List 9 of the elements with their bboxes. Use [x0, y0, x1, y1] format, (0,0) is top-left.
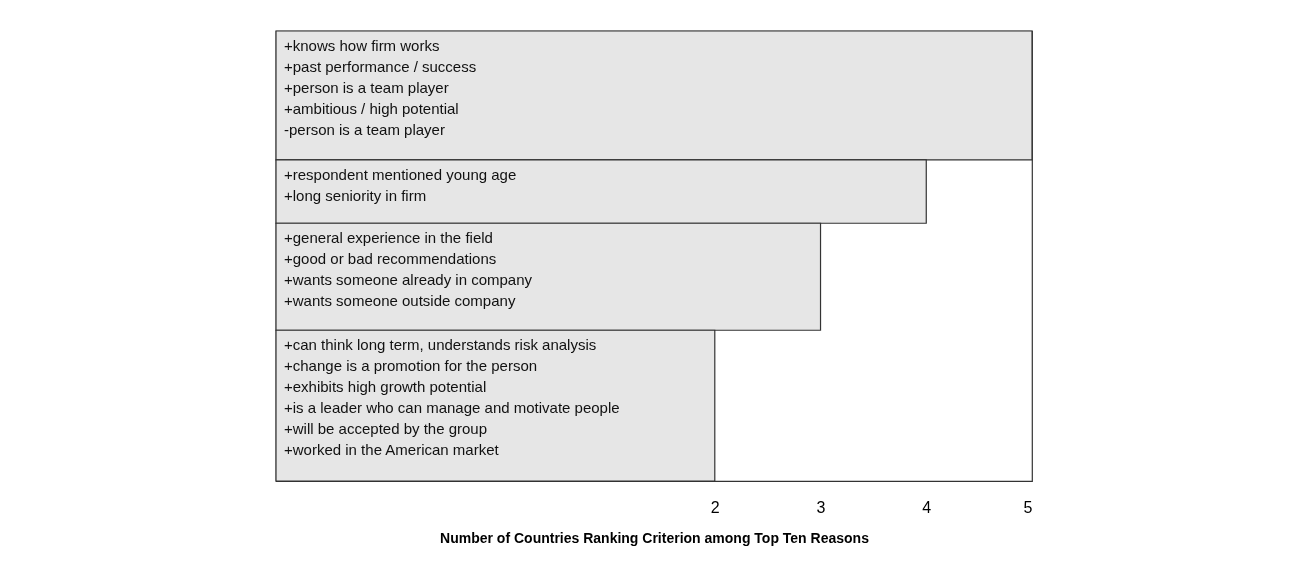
x-tick-label: 4	[922, 498, 932, 516]
y-tick-label: +can think long term, understands risk analysis +change is a promotion for the person +exhibits high growth potential +is a leader who can manage and motivate people +will be accepted by the group +worked in the American market	[284, 335, 620, 458]
x-tick-label: 5	[1023, 498, 1033, 516]
y-tick-label: +general experience in the field +good or bad recommendations +wants someone already in company +wants someone outside company	[284, 228, 533, 309]
y-tick-label: +respondent mentioned young age +long seniority in firm	[284, 165, 517, 204]
x-axis-title: Number of Countries Ranking Criterion among Top Ten Reasons	[440, 529, 870, 546]
x-tick-label: 2	[710, 498, 720, 516]
y-tick-label: +knows how firm works +past performance / success +person is a team player +ambitious / high potential -person is a team player	[284, 36, 477, 138]
x-tick-label: 3	[816, 498, 826, 516]
